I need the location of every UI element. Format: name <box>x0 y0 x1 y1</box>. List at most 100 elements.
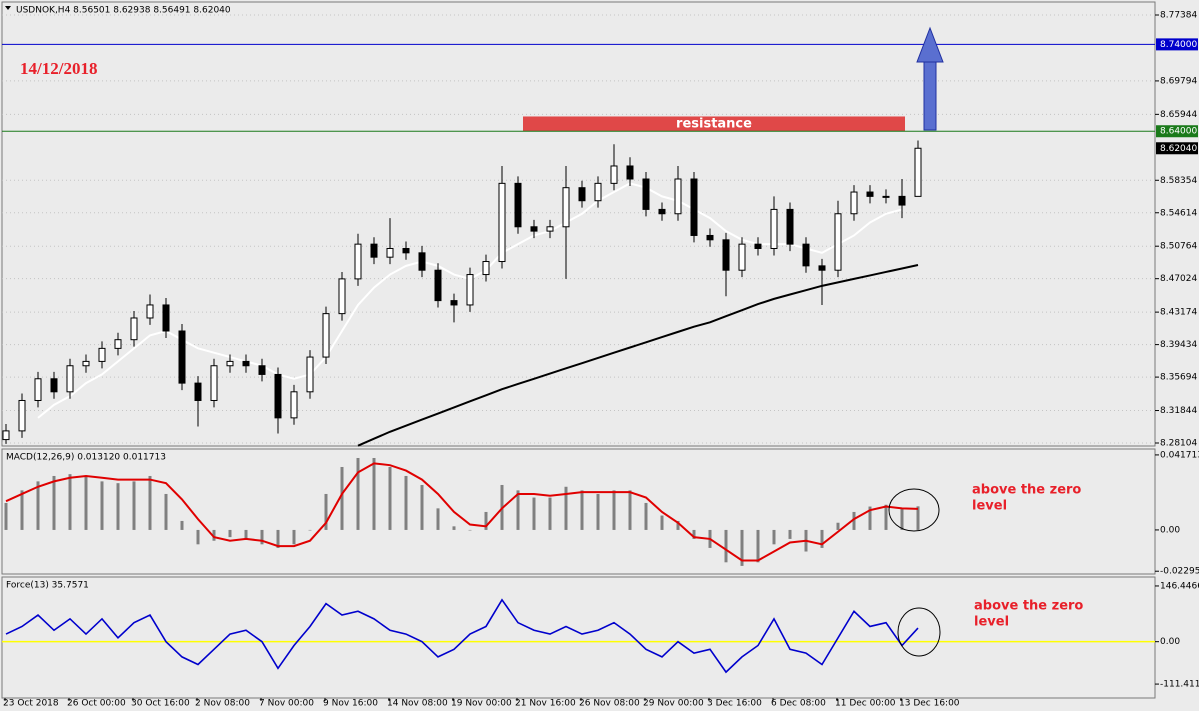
level-label: 8.64000 <box>1160 127 1197 137</box>
candle-body <box>642 178 650 210</box>
macd-bar <box>580 490 584 530</box>
candle-body <box>370 243 378 258</box>
macd-bar <box>196 529 200 545</box>
annotation: above the zero <box>972 483 1081 498</box>
macd-bar <box>884 504 888 530</box>
candle-body <box>578 187 586 202</box>
highlight-ellipse <box>888 488 940 532</box>
macd-bar <box>148 475 152 530</box>
x-tick-label: 7 Nov 00:00 <box>259 699 314 709</box>
target-arrow <box>916 26 944 131</box>
level-label: 8.74000 <box>1160 40 1197 50</box>
x-tick-label: 26 Nov 08:00 <box>579 699 640 709</box>
candle-body <box>98 347 106 362</box>
candle-body <box>754 243 762 249</box>
candle-body <box>498 182 506 263</box>
candle-body <box>50 378 58 393</box>
candle-body <box>274 373 282 419</box>
candle-body <box>290 391 298 419</box>
candle-body <box>706 234 714 241</box>
candle-body <box>786 208 794 245</box>
menu-triangle <box>5 6 11 10</box>
y-tick-label: 8.43174 <box>1160 308 1197 318</box>
macd-bar <box>612 490 616 530</box>
candle-body <box>322 313 330 358</box>
y-tick-label: 8.47024 <box>1160 274 1197 284</box>
macd-bar <box>20 490 24 530</box>
x-tick-label: 11 Dec 00:00 <box>835 699 896 709</box>
y-tick-label: 8.58354 <box>1160 176 1197 186</box>
candle-body <box>658 208 666 215</box>
candle-body <box>82 360 90 367</box>
date-label: 14/12/2018 <box>20 59 97 78</box>
candle-body <box>130 317 138 341</box>
macd-bar <box>388 466 392 530</box>
macd-bar <box>644 502 648 530</box>
resistance-zone <box>523 116 905 132</box>
candle-body <box>146 304 154 319</box>
macd-bar <box>260 529 264 545</box>
candle-body <box>722 239 730 271</box>
y-tick-label: 0.00 <box>1160 637 1180 647</box>
x-tick-label: 13 Dec 16:00 <box>899 699 960 709</box>
y-tick-label: 0.041713 <box>1160 450 1199 460</box>
candle-body <box>738 243 746 271</box>
x-tick-label: 9 Nov 16:00 <box>323 699 378 709</box>
candle-body <box>66 365 74 393</box>
candle-body <box>626 165 634 180</box>
candle-body <box>482 261 490 276</box>
macd-bar <box>100 481 104 530</box>
macd-bar <box>836 522 840 530</box>
y-tick-label: 0.00 <box>1160 525 1180 535</box>
y-tick-label: 8.31844 <box>1160 406 1197 416</box>
macd-bar <box>228 529 232 538</box>
x-tick-label: 6 Dec 08:00 <box>771 699 826 709</box>
candle-body <box>562 187 570 228</box>
panel <box>1 576 1156 699</box>
macd-bar <box>548 497 552 530</box>
candle-body <box>466 274 474 306</box>
candle-body <box>418 252 426 271</box>
macd-bar <box>36 481 40 530</box>
macd-bar <box>324 493 328 530</box>
candle-body <box>594 182 602 202</box>
candle-body <box>530 226 538 232</box>
panel <box>1 1 1156 447</box>
candle-body <box>450 300 458 306</box>
macd-bar <box>180 520 184 530</box>
macd-bar <box>868 506 872 530</box>
macd-bar <box>724 529 728 563</box>
macd-bar <box>68 474 72 530</box>
macd-bar <box>84 475 88 530</box>
macd-bar <box>660 515 664 530</box>
candle-body <box>818 265 826 271</box>
candle-body <box>866 191 874 197</box>
candle-body <box>194 382 202 401</box>
x-tick-label: 26 Oct 00:00 <box>67 699 126 709</box>
y-tick-label: 8.35694 <box>1160 373 1197 383</box>
price-label: 8.62040 <box>1160 144 1197 154</box>
panel-title: USDNOK,H4 8.56501 8.62938 8.56491 8.6204… <box>16 6 231 16</box>
candle-body <box>882 195 890 198</box>
macd-bar <box>308 529 312 531</box>
macd-bar <box>132 481 136 530</box>
candle-body <box>242 360 250 367</box>
y-tick-label: -0.022954 <box>1160 567 1199 577</box>
x-tick-label: 30 Oct 16:00 <box>131 699 190 709</box>
macd-bar <box>756 529 760 563</box>
macd-bar <box>292 529 296 545</box>
resistance-label: resistance <box>676 116 752 131</box>
y-tick-label: 8.39434 <box>1160 340 1197 350</box>
macd-bar <box>692 529 696 539</box>
arrow-shaft <box>923 59 937 131</box>
macd-bar <box>820 529 824 548</box>
candle-body <box>690 178 698 236</box>
x-tick-label: 2 Nov 08:00 <box>195 699 250 709</box>
x-tick-label: 21 Nov 16:00 <box>515 699 576 709</box>
candle-body <box>162 304 170 332</box>
macd-bar <box>372 457 376 530</box>
macd-bar <box>516 490 520 530</box>
level-label-box <box>1156 125 1198 138</box>
